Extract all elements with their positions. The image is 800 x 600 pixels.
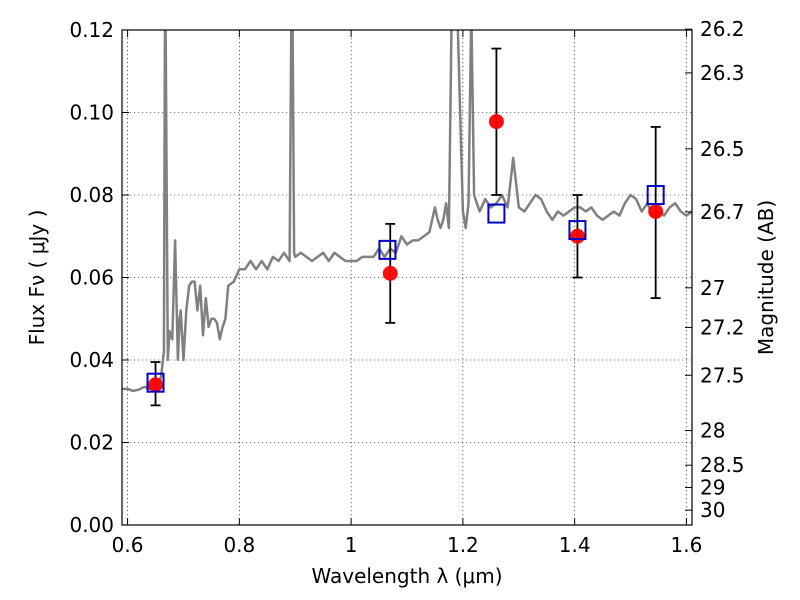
x-tick-label: 1 <box>345 533 358 557</box>
x-tick-label: 1.2 <box>447 533 479 557</box>
x-tick-label: 1.4 <box>559 533 591 557</box>
y2-tick-label: 28 <box>700 419 725 443</box>
observed-point <box>488 114 504 130</box>
observed-point <box>569 228 585 244</box>
observed-point <box>648 204 664 219</box>
model-photometry-point <box>378 239 397 260</box>
y2-axis-title: Magnitude (AB) <box>754 200 778 355</box>
ticks <box>122 28 692 526</box>
y2-tick-label: 27.2 <box>700 315 745 339</box>
y2-tick-label: 26.5 <box>700 137 745 161</box>
y-tick-label: 0.10 <box>69 101 114 125</box>
model-photometry-point <box>646 185 665 205</box>
y2-tick-label: 30 <box>700 498 725 522</box>
y2-tick-label: 26.7 <box>700 200 745 224</box>
x-tick-label: 0.8 <box>223 533 255 557</box>
y-tick-label: 0.12 <box>69 18 114 42</box>
x-axis-title: Wavelength λ (μm) <box>311 564 502 588</box>
x-tick-label: 1.6 <box>671 533 703 557</box>
y-tick-label: 0.04 <box>69 348 114 372</box>
y-tick-label: 0.06 <box>69 266 114 290</box>
model-spectrum <box>122 30 692 393</box>
y2-tick-label: 26.2 <box>700 17 745 41</box>
y2-tick-label: 29 <box>700 475 725 499</box>
observed-point <box>148 377 164 393</box>
markers <box>146 114 665 393</box>
model-photometry-point <box>487 203 506 224</box>
y2-tick-label: 28.5 <box>700 453 745 477</box>
y2-tick-label: 27 <box>700 276 725 300</box>
y-axis-title: Flux Fν ( μJy ) <box>25 210 49 346</box>
tick-labels: 0.6 0.8 1 1.2 1.4 1.6 0.00 0.02 0.04 0.06 0.08 0.10… <box>69 17 744 557</box>
model-spectrum-line <box>122 30 692 393</box>
y-tick-label: 0.08 <box>69 183 114 207</box>
observed-point <box>382 265 398 281</box>
y-tick-label: 0.02 <box>69 431 114 455</box>
y2-tick-label: 27.5 <box>700 363 745 387</box>
y-tick-label: 0.00 <box>69 513 114 537</box>
x-tick-label: 0.6 <box>112 533 144 557</box>
model-photometry-point <box>568 220 587 241</box>
model-photometry-point <box>146 372 165 393</box>
y2-tick-label: 26.3 <box>700 61 745 85</box>
